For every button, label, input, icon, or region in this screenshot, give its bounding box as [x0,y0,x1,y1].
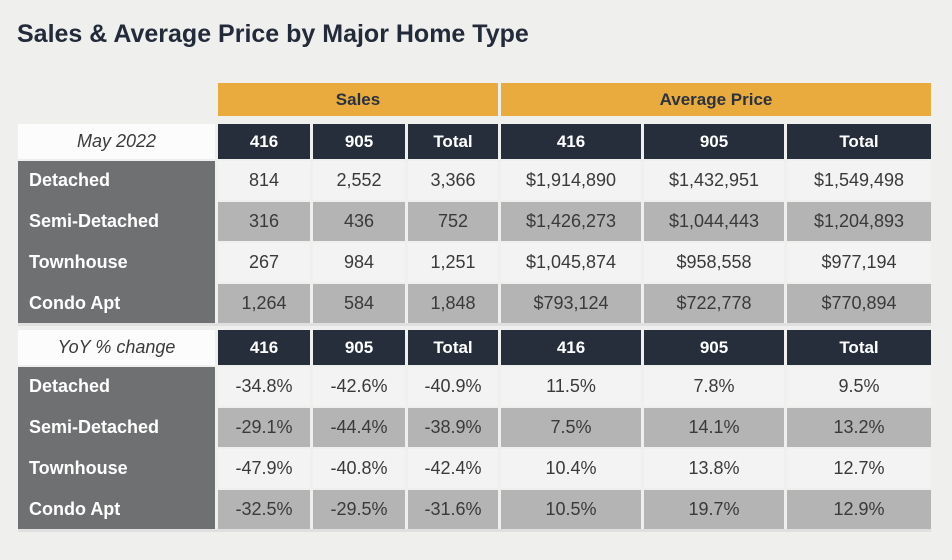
page-title: Sales & Average Price by Major Home Type [17,20,529,48]
home-type-labels: Detached Semi-Detached Townhouse Condo Apt [18,161,215,323]
column-header-sales-total: Total [408,330,498,365]
value-cell: -44.4% [313,408,405,447]
row-label-semi-detached: Semi-Detached [29,211,160,231]
column-header-sales-905: 905 [313,124,405,159]
value-cell: 2,552 [313,161,405,200]
value-cell: 12.9% [787,490,931,529]
value-cell: -29.5% [313,490,405,529]
value-cell: -34.8% [218,367,310,406]
value-cell: 12.7% [787,449,931,488]
yoy-change-table: YoY % change 416 905 Total 416 905 Total Detach… [18,330,931,529]
row-label-townhouse: Townhouse [29,252,128,272]
value-cell: -32.5% [218,490,310,529]
value-cell: $770,894 [787,284,931,323]
row-label-condo-apt: Condo Apt [29,499,121,519]
value-cell: -38.9% [408,408,498,447]
value-cell: $977,194 [787,243,931,282]
value-cell: $793,124 [501,284,641,323]
yoy-change-label: YoY % change [18,330,215,365]
column-header-price-905: 905 [644,330,784,365]
column-header-sales-905: 905 [313,330,405,365]
value-cell: 10.5% [501,490,641,529]
value-cell: -42.6% [313,367,405,406]
value-cell: $1,914,890 [501,161,641,200]
value-cell: 752 [408,202,498,241]
monthly-stats-table: May 2022 416 905 Total 416 905 Total Detached Se… [18,124,931,323]
column-header-sales-total: Total [408,124,498,159]
row-label-townhouse: Townhouse [29,458,128,478]
column-header-price-416: 416 [501,124,641,159]
value-cell: $1,044,443 [644,202,784,241]
value-cell: 14.1% [644,408,784,447]
value-cell: -47.9% [218,449,310,488]
sales-group-header: Sales [218,83,498,116]
value-cell: $1,549,498 [787,161,931,200]
value-cell: $722,778 [644,284,784,323]
value-cell: 3,366 [408,161,498,200]
column-header-price-416: 416 [501,330,641,365]
value-cell: $1,426,273 [501,202,641,241]
column-header-price-total: Total [787,330,931,365]
value-cell: 13.2% [787,408,931,447]
value-cell: 436 [313,202,405,241]
value-cell: 7.8% [644,367,784,406]
value-cell: $1,204,893 [787,202,931,241]
value-cell: 1,848 [408,284,498,323]
value-cell: -42.4% [408,449,498,488]
value-cell: 584 [313,284,405,323]
column-header-price-total: Total [787,124,931,159]
row-label-detached: Detached [29,376,111,396]
value-cell: -29.1% [218,408,310,447]
value-cell: 814 [218,161,310,200]
row-label-condo-apt: Condo Apt [29,293,121,313]
value-cell: 9.5% [787,367,931,406]
value-cell: $1,045,874 [501,243,641,282]
column-header-sales-416: 416 [218,124,310,159]
value-cell: 984 [313,243,405,282]
value-cell: $1,432,951 [644,161,784,200]
value-cell: -40.9% [408,367,498,406]
value-cell: 11.5% [501,367,641,406]
value-cell: $958,558 [644,243,784,282]
home-type-labels: Detached Semi-Detached Townhouse Condo Apt [18,367,215,529]
period-label: May 2022 [18,124,215,159]
value-cell: -31.6% [408,490,498,529]
value-cell: 13.8% [644,449,784,488]
value-cell: 316 [218,202,310,241]
value-cell: 1,264 [218,284,310,323]
column-header-sales-416: 416 [218,330,310,365]
row-label-semi-detached: Semi-Detached [29,417,160,437]
value-cell: 19.7% [644,490,784,529]
value-cell: 1,251 [408,243,498,282]
average-price-group-header: Average Price [501,83,931,116]
value-cell: 10.4% [501,449,641,488]
row-label-detached: Detached [29,170,111,190]
value-cell: 267 [218,243,310,282]
column-header-price-905: 905 [644,124,784,159]
value-cell: 7.5% [501,408,641,447]
value-cell: -40.8% [313,449,405,488]
